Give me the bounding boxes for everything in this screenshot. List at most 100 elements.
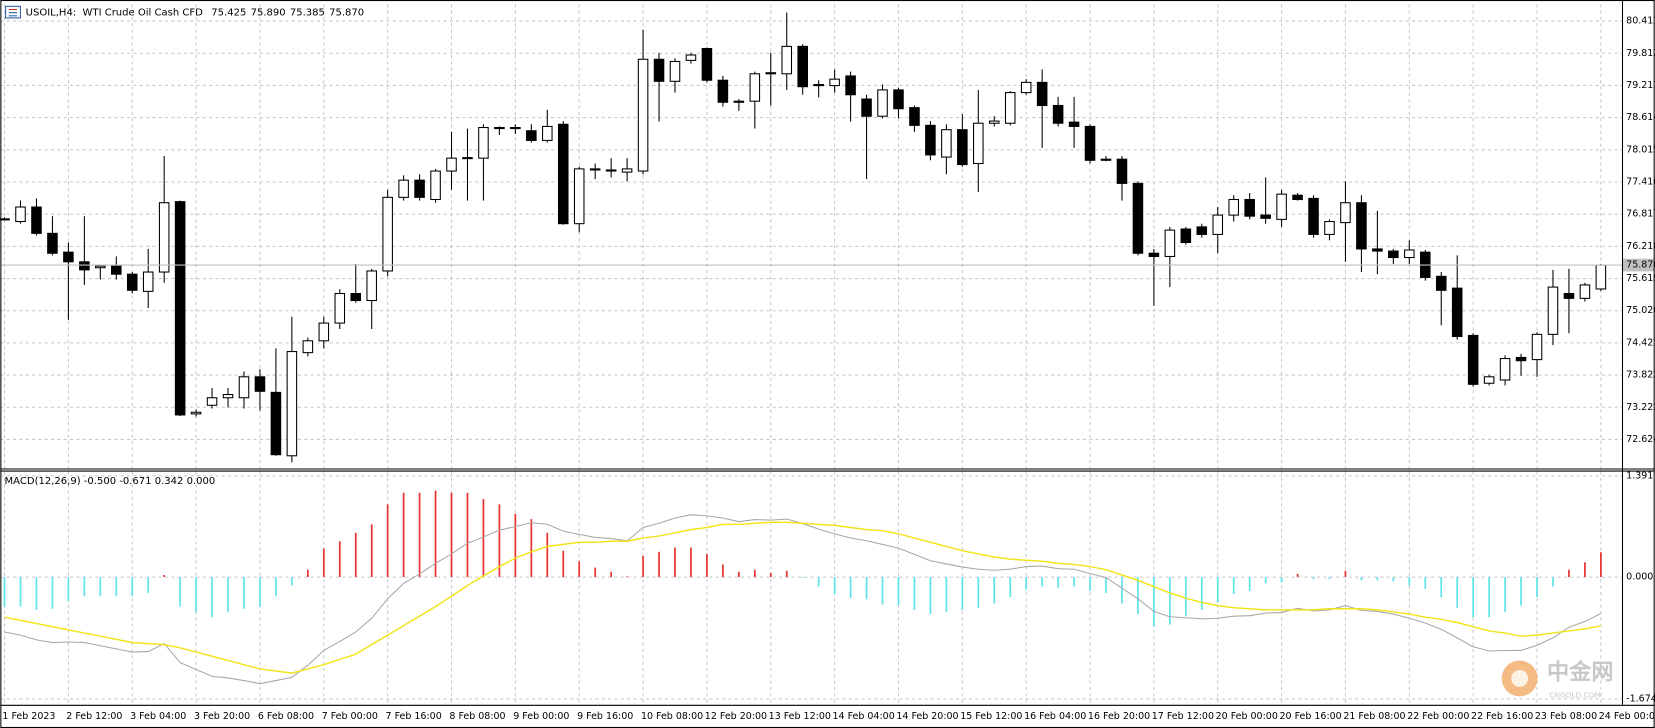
candle-body	[254, 376, 266, 392]
y-tick-label: 78.614	[1626, 112, 1655, 123]
candle-body	[1547, 286, 1559, 335]
candle-body	[1116, 158, 1128, 184]
candle-body	[446, 157, 457, 172]
candle-body	[669, 60, 681, 82]
candle-body	[957, 129, 968, 166]
candle-body	[717, 79, 729, 103]
candle-body	[1132, 182, 1144, 254]
candle-body	[111, 265, 122, 275]
candle-body	[1388, 250, 1399, 259]
y-tick-label: 79.812	[1626, 48, 1655, 59]
y-tick-label: -1.674	[1626, 693, 1655, 704]
candle-body	[589, 168, 601, 171]
candle-body	[47, 232, 58, 254]
x-tick-label: 21 Feb 08:00	[1343, 711, 1405, 722]
candle-body	[1052, 104, 1064, 124]
x-tick-label: 6 Feb 08:00	[258, 711, 314, 722]
candle-body	[973, 122, 984, 165]
mark-layer: 1 Feb 2023 2 Feb 12:00 3 Feb 04:00 3 Feb 20…	[0, 12, 1655, 722]
candle-body	[286, 351, 298, 457]
x-tick-label: 14 Feb 20:00	[896, 711, 958, 722]
candle-body	[95, 265, 106, 269]
candle-body	[573, 168, 585, 225]
y-tick-label: 80.411	[1626, 16, 1655, 27]
candle-body	[1579, 284, 1591, 299]
x-tick-label: 23 Feb 08:00	[1535, 711, 1597, 722]
y-tick-label: 1.391	[1626, 470, 1653, 481]
close-label: 75.870	[329, 8, 364, 19]
candle-body	[1164, 229, 1176, 257]
open-label: 75.425	[211, 8, 246, 19]
x-tick-label: 7 Feb 00:00	[322, 711, 378, 722]
y-tick-label: 77.416	[1626, 176, 1655, 187]
watermark-logo-inner	[1511, 669, 1529, 687]
candle-body	[1451, 287, 1463, 338]
y-tick-label: 72.624	[1626, 434, 1655, 445]
candle-body	[222, 393, 234, 399]
candle-body	[494, 126, 505, 130]
symbol-icon	[5, 5, 21, 19]
candle-body	[63, 251, 74, 263]
candle-body	[510, 126, 521, 130]
x-tick-label: 7 Feb 16:00	[386, 711, 442, 722]
y-tick-label: 74.421	[1626, 337, 1655, 348]
candle-body	[1531, 333, 1543, 361]
candle-body	[1276, 193, 1287, 220]
candle-body	[685, 54, 697, 61]
y-tick-label: 78.015	[1626, 144, 1655, 155]
candle-body	[414, 179, 425, 198]
candle-body	[1467, 334, 1479, 385]
candle-body	[158, 202, 170, 273]
candle-body	[1228, 198, 1239, 216]
candle-body	[877, 89, 888, 117]
y-tick-label: 73.223	[1626, 402, 1655, 413]
candle-body	[79, 261, 90, 271]
candle-body	[893, 89, 904, 110]
x-tick-label: 9 Feb 16:00	[577, 711, 633, 722]
candle-body	[126, 273, 138, 291]
candle-body	[781, 45, 793, 75]
candle-body	[478, 126, 489, 159]
watermark-title: 中金网	[1547, 660, 1613, 686]
candle-body	[190, 411, 202, 415]
last-price-label: 75.870	[1626, 260, 1655, 271]
candle-body	[557, 123, 569, 225]
x-tick-label: 22 Feb 16:00	[1471, 711, 1533, 722]
candle-body	[430, 170, 441, 201]
candle-body	[845, 75, 856, 96]
candle-body	[526, 130, 537, 141]
y-tick-label: 73.822	[1626, 370, 1655, 381]
candle-body	[749, 73, 761, 102]
indicator-title: MACD(12,26,9) -0.500 -0.671 0.342 0.000	[5, 476, 216, 487]
x-tick-label: 20 Feb 16:00	[1279, 711, 1341, 722]
candle-body	[1340, 202, 1351, 224]
low-label: 75.385	[290, 8, 325, 19]
candle-body	[206, 397, 218, 406]
candle-body	[1563, 292, 1575, 299]
watermark: 中金网 CNGOLD.COM	[1501, 660, 1613, 699]
x-tick-label: 13 Feb 12:00	[769, 711, 831, 722]
candle-body	[398, 179, 409, 198]
x-tick-label: 3 Feb 04:00	[130, 711, 186, 722]
high-label: 75.890	[251, 8, 286, 19]
candle-body	[1292, 194, 1303, 201]
candle-body	[462, 157, 473, 160]
candle-body	[1595, 264, 1607, 290]
candle-body	[988, 120, 1000, 124]
candle-body	[1308, 197, 1319, 235]
candle-body	[637, 58, 649, 172]
x-tick-label: 20 Feb 00:00	[1216, 711, 1278, 722]
candle-body	[797, 45, 808, 88]
candle-body	[1148, 252, 1160, 257]
candle-body	[1324, 221, 1335, 235]
candle-body	[542, 125, 553, 141]
x-tick-label: 3 Feb 20:00	[194, 711, 250, 722]
x-tick-label: 2 Feb 12:00	[66, 711, 122, 722]
symbol: USOIL,H4:	[26, 8, 77, 19]
x-tick-label: 1 Feb 2023	[2, 711, 55, 722]
x-tick-label: 16 Feb 04:00	[1024, 711, 1086, 722]
